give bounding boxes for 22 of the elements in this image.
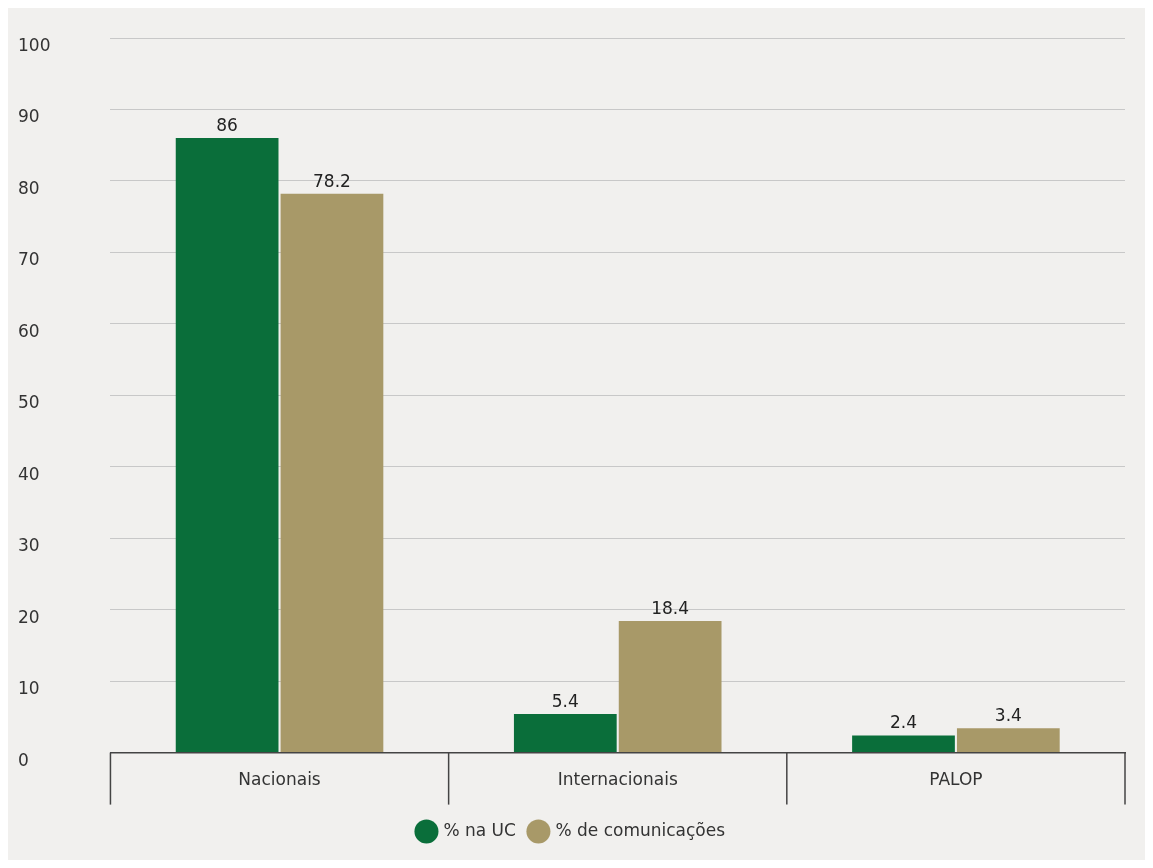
y-tick-label: 10 bbox=[18, 678, 40, 699]
legend-label: % de comunicações bbox=[555, 819, 726, 840]
y-tick-label: 70 bbox=[18, 249, 40, 270]
y-tick-label: 100 bbox=[18, 34, 51, 55]
y-tick-label: 0 bbox=[18, 749, 29, 770]
x-tick-label: Nacionais bbox=[238, 769, 321, 790]
x-tick-label: Internacionais bbox=[557, 769, 678, 790]
x-tick-label: PALOP bbox=[929, 769, 983, 790]
data-label: 18.4 bbox=[651, 598, 690, 619]
y-tick-label: 40 bbox=[18, 463, 40, 484]
data-label: 86 bbox=[216, 114, 238, 135]
data-label: 78.2 bbox=[313, 170, 351, 191]
legend-label: % na UC bbox=[443, 819, 516, 840]
y-tick-label: 80 bbox=[18, 177, 40, 198]
y-tick-label: 60 bbox=[18, 320, 40, 341]
y-tick-label: 30 bbox=[18, 535, 40, 556]
data-label: 3.4 bbox=[994, 705, 1022, 726]
data-label: 2.4 bbox=[889, 712, 918, 733]
y-tick-label: 50 bbox=[18, 392, 40, 413]
data-label: 5.4 bbox=[551, 690, 579, 711]
y-tick-label: 90 bbox=[18, 106, 40, 127]
y-tick-label: 20 bbox=[18, 606, 40, 627]
